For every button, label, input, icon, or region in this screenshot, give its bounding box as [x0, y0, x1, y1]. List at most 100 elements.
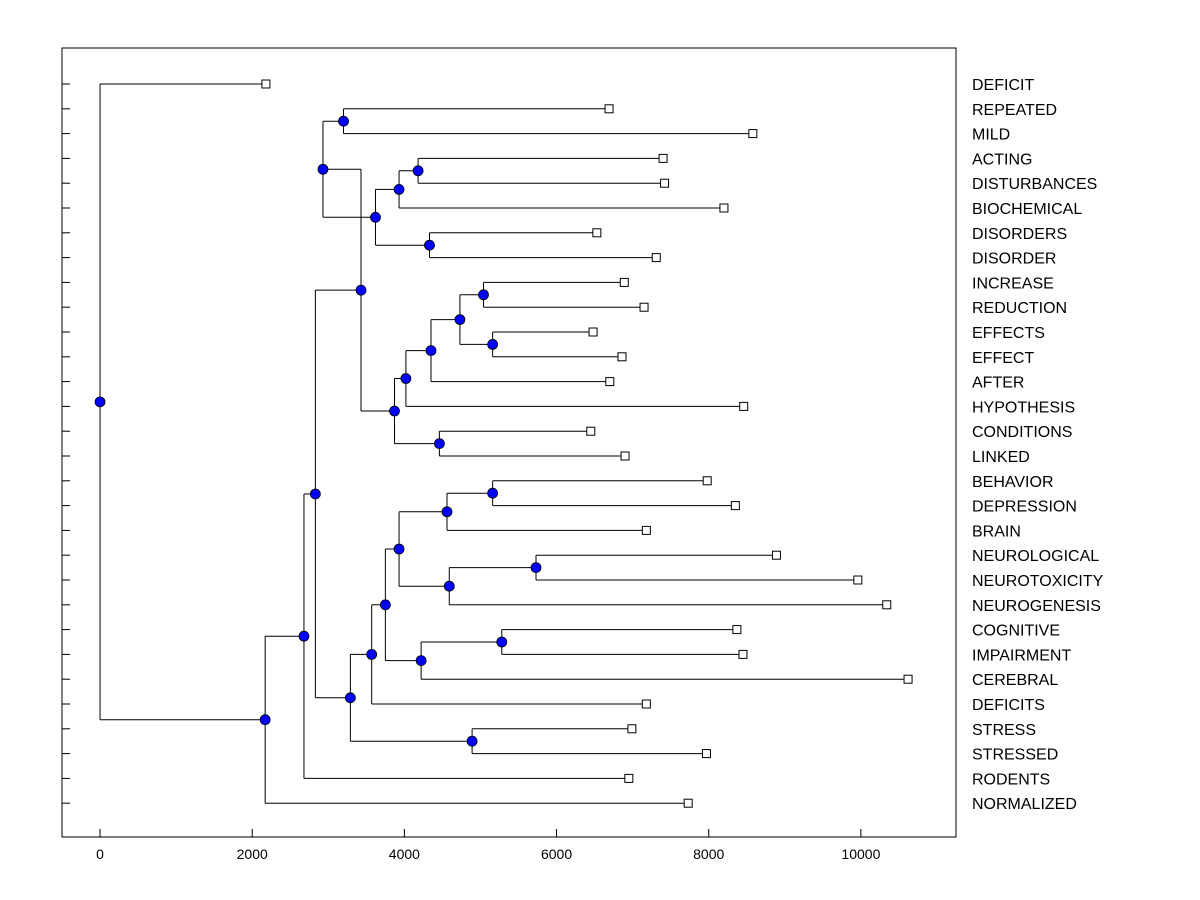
leaf-label-disorder: DISORDER	[972, 251, 1056, 268]
leaf-marker-stressed	[701, 749, 711, 759]
leaf-label-mild: MILD	[972, 127, 1010, 144]
merge-node-n_group_dis	[370, 211, 381, 223]
merge-node-n_upper_a	[317, 163, 329, 175]
leaf-label-disorders: DISORDERS	[972, 226, 1067, 243]
leaf-marker-effects	[588, 327, 598, 337]
leaf-label-impairment: IMPAIRMENT	[972, 647, 1071, 664]
merge-node-n_ad_bio	[393, 183, 405, 195]
merge-node-n_upper	[355, 284, 367, 296]
merge-node-n_lower	[344, 692, 356, 704]
y-ticks	[62, 83, 70, 804]
leaf-label-neurological: NEUROLOGICAL	[972, 548, 1099, 565]
leaf-marker-cognitive	[732, 625, 742, 635]
plot-frame	[61, 47, 957, 838]
x-tick-label: 6000	[541, 846, 572, 862]
leaf-marker-neurotoxicity	[853, 575, 863, 585]
leaf-label-effects: EFFECTS	[972, 325, 1045, 342]
leaf-label-conditions: CONDITIONS	[972, 424, 1072, 441]
merge-node-n_disorders	[424, 239, 435, 251]
leaf-marker-acting	[658, 153, 668, 163]
merge-node-n_rep_mild	[338, 115, 349, 127]
merge-node-n_neuro_cer	[379, 599, 391, 611]
x-tick-label: 10000	[841, 846, 880, 862]
leaf-label-cognitive: COGNITIVE	[972, 623, 1060, 640]
leaf-label-cerebral: CEREBRAL	[972, 672, 1058, 689]
merge-node-n_neuro	[393, 543, 405, 555]
merge-node-n_brain	[441, 506, 453, 518]
x-tick-label: 2000	[237, 846, 268, 862]
x-tick-label: 0	[96, 846, 104, 862]
merge-node-n_cerebral	[415, 655, 427, 666]
leaf-marker-normalized	[683, 798, 693, 808]
merge-node-n_act_dist	[412, 165, 424, 177]
leaf-label-stressed: STRESSED	[972, 747, 1058, 764]
leaf-marker-brain	[641, 525, 651, 535]
x-axis: 0 2000 4000 6000 8000 10000	[96, 829, 881, 862]
leaf-marker-disorder	[651, 253, 661, 263]
leaf-marker-disorders	[592, 228, 602, 238]
merge-node-n_hypo	[400, 373, 412, 384]
leaf-label-normalized: NORMALIZED	[972, 796, 1077, 813]
merge-node-n_neuro_tox	[530, 562, 542, 573]
leaf-marker-hypothesis	[739, 401, 749, 411]
leaf-marker-behavior	[702, 476, 712, 486]
leaf-label-increase: INCREASE	[972, 275, 1054, 292]
leaf-marker-rodents	[624, 773, 634, 783]
leaf-label-biochemical: BIOCHEMICAL	[972, 201, 1082, 218]
leaf-label-effect: EFFECT	[972, 350, 1034, 367]
leaf-marker-linked	[620, 451, 630, 461]
leaf-marker-conditions	[586, 426, 596, 436]
merge-nodes	[94, 115, 542, 747]
merge-node-n_root	[94, 396, 106, 408]
merge-node-n_rodents	[298, 630, 310, 642]
leaf-label-disturbances: DISTURBANCES	[972, 176, 1097, 193]
leaf-label-linked: LINKED	[972, 449, 1030, 466]
leaf-label-behavior: BEHAVIOR	[972, 474, 1054, 491]
merge-node-n_beh_dep	[487, 487, 499, 499]
merge-node-n_cond_link	[433, 438, 445, 450]
leaf-marker-cerebral	[903, 674, 913, 684]
leaf-label-reduction: REDUCTION	[972, 300, 1067, 317]
leaf-marker-deficit	[261, 79, 271, 89]
merge-node-n_inc_red	[478, 289, 489, 301]
leaf-marker-mild	[748, 129, 758, 139]
leaf-label-deficits: DEFICITS	[972, 697, 1045, 714]
leaf-marker-disturbances	[660, 178, 670, 188]
merge-node-n_cog_imp	[496, 636, 508, 648]
merge-node-n_effects	[487, 338, 499, 350]
leaf-label-hypothesis: HYPOTHESIS	[972, 399, 1075, 416]
leaf-label-after: AFTER	[972, 375, 1024, 392]
leaf-label-deficit: DEFICIT	[972, 77, 1034, 94]
merge-node-n_mid	[389, 405, 400, 417]
x-tick-label: 4000	[389, 846, 420, 862]
leaf-label-repeated: REPEATED	[972, 102, 1057, 119]
leaf-marker-deficits	[641, 699, 651, 709]
leaf-marker-after	[605, 377, 615, 387]
leaf-label-stress: STRESS	[972, 722, 1036, 739]
merge-node-n_after	[425, 345, 437, 357]
leaf-label-neurotoxicity: NEUROTOXICITY	[972, 573, 1104, 590]
leaf-marker-biochemical	[719, 203, 729, 213]
leaf-label-brain: BRAIN	[972, 523, 1021, 540]
leaf-label-depression: DEPRESSION	[972, 499, 1077, 516]
leaf-marker-depression	[730, 501, 740, 511]
leaf-marker-neurological	[771, 550, 781, 560]
merge-node-n_neuro_gen	[443, 580, 455, 592]
leaf-marker-reduction	[639, 302, 649, 312]
x-tick-label: 8000	[693, 846, 724, 862]
leaf-label-neurogenesis: NEUROGENESIS	[972, 598, 1101, 615]
merge-node-n_deficits	[366, 649, 378, 660]
leaf-label-rodents: RODENTS	[972, 771, 1050, 788]
leaf-marker-stress	[627, 724, 637, 734]
leaf-markers	[261, 79, 913, 808]
leaf-marker-neurogenesis	[882, 600, 892, 610]
leaf-marker-repeated	[604, 104, 614, 114]
merge-node-n_stress	[466, 735, 478, 747]
leaf-marker-effect	[617, 352, 627, 362]
leaf-labels: DEFICIT REPEATED MILD ACTING DISTURBANCES BIO…	[972, 77, 1104, 813]
leaf-marker-increase	[619, 277, 629, 287]
leaf-marker-impairment	[738, 649, 748, 659]
leaf-label-acting: ACTING	[972, 151, 1032, 168]
merge-node-n_normalized	[259, 714, 271, 726]
